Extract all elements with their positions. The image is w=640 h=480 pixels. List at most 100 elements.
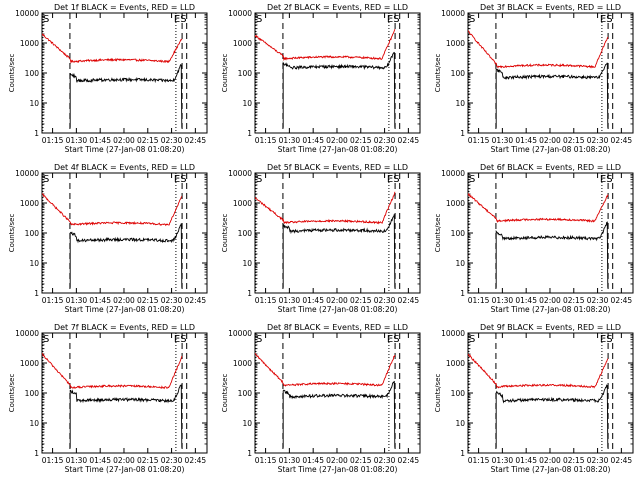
x-tick-label: 01:30 (66, 136, 88, 145)
start-marker: S (256, 174, 262, 185)
x-tick-label: 02:45 (398, 136, 420, 145)
y-tick-label: 1000 (446, 199, 465, 208)
y-axis-label: Counts/sec (434, 214, 442, 253)
y-axis-label: Counts/sec (434, 54, 442, 93)
x-axis-label: Start Time (27-Jan-08 01:08:20) (278, 465, 398, 474)
x-tick-label: 01:15 (255, 136, 277, 145)
x-tick-label: 02:15 (137, 456, 159, 465)
y-tick-label: 10000 (228, 9, 252, 18)
chart-title: Det 6f BLACK = Events, RED = LLD (480, 163, 621, 172)
y-tick-label: 10 (29, 419, 39, 428)
black-series-line (282, 380, 396, 448)
x-tick-label: 01:30 (492, 296, 514, 305)
y-tick-label: 1 (34, 449, 39, 458)
y-tick-label: 100 (25, 389, 40, 398)
black-series-line (282, 214, 396, 288)
black-series-line (282, 51, 396, 128)
y-tick-label: 10000 (441, 9, 465, 18)
y-tick-label: 1 (460, 449, 465, 458)
x-tick-label: 01:30 (492, 136, 514, 145)
y-tick-label: 1000 (233, 199, 252, 208)
x-tick-label: 01:30 (279, 136, 301, 145)
end-marker: ES (600, 174, 613, 185)
y-tick-label: 100 (238, 69, 253, 78)
y-tick-label: 1000 (20, 359, 39, 368)
y-tick-label: 10000 (441, 329, 465, 338)
y-axis-label: Counts/sec (8, 374, 16, 413)
x-tick-label: 02:00 (539, 136, 561, 145)
y-tick-label: 1 (460, 289, 465, 298)
chart-title: Det 2f BLACK = Events, RED = LLD (267, 3, 408, 12)
end-marker: ES (600, 334, 613, 345)
chart-panel: Det 5f BLACK = Events, RED = LLD 1 10 100 10… (221, 163, 421, 314)
x-axis-label: Start Time (27-Jan-08 01:08:20) (278, 145, 398, 154)
x-tick-label: 01:45 (515, 456, 537, 465)
y-tick-label: 100 (238, 229, 253, 238)
y-axis-label: Counts/sec (434, 374, 442, 413)
y-tick-label: 10 (455, 419, 465, 428)
end-marker: ES (174, 14, 187, 25)
x-tick-label: 01:15 (255, 296, 277, 305)
y-tick-label: 10000 (228, 169, 252, 178)
x-tick-label: 02:30 (374, 456, 396, 465)
start-marker: S (469, 334, 475, 345)
x-tick-label: 02:30 (587, 456, 609, 465)
x-tick-label: 02:30 (374, 296, 396, 305)
x-tick-label: 02:15 (563, 456, 585, 465)
black-series-line (495, 384, 609, 448)
y-tick-label: 1000 (20, 199, 39, 208)
red-series-line (255, 352, 396, 387)
chart-panel: Det 1f BLACK = Events, RED = LLD 1 10 100 10… (8, 3, 208, 154)
x-tick-label: 02:45 (185, 136, 207, 145)
x-axis-label: Start Time (27-Jan-08 01:08:20) (65, 465, 185, 474)
x-tick-label: 01:45 (302, 296, 324, 305)
x-tick-label: 01:30 (279, 296, 301, 305)
x-tick-label: 02:45 (611, 296, 633, 305)
chart-panel: Det 6f BLACK = Events, RED = LLD 1 10 100 10… (434, 163, 634, 314)
x-tick-label: 01:15 (255, 456, 277, 465)
red-series-line (468, 30, 609, 69)
y-tick-label: 10000 (228, 329, 252, 338)
y-axis-label: Counts/sec (221, 374, 229, 413)
x-tick-label: 01:15 (42, 136, 64, 145)
x-tick-label: 01:45 (302, 456, 324, 465)
y-axis-label: Counts/sec (8, 54, 16, 93)
start-marker: S (43, 174, 49, 185)
x-tick-label: 02:15 (137, 136, 159, 145)
x-tick-label: 02:00 (326, 456, 348, 465)
x-tick-label: 02:15 (350, 296, 372, 305)
start-marker: S (469, 174, 475, 185)
x-tick-label: 02:45 (398, 456, 420, 465)
x-tick-label: 01:45 (515, 296, 537, 305)
black-series-line (69, 64, 183, 128)
x-tick-label: 02:00 (539, 456, 561, 465)
end-marker: ES (174, 334, 187, 345)
y-tick-label: 10 (242, 419, 252, 428)
x-tick-label: 01:15 (468, 296, 490, 305)
x-tick-label: 02:30 (161, 296, 183, 305)
y-tick-label: 10000 (15, 329, 39, 338)
x-axis-label: Start Time (27-Jan-08 01:08:20) (491, 305, 611, 314)
black-series-line (69, 223, 183, 288)
y-tick-label: 100 (451, 69, 466, 78)
y-tick-label: 10 (29, 99, 39, 108)
y-tick-label: 1 (247, 449, 252, 458)
x-tick-label: 01:15 (468, 456, 490, 465)
red-series-line (468, 193, 609, 223)
chart-panel: Det 9f BLACK = Events, RED = LLD 1 10 100 10… (434, 323, 634, 474)
y-tick-label: 1 (247, 289, 252, 298)
y-tick-label: 100 (451, 389, 466, 398)
x-tick-label: 02:00 (113, 296, 135, 305)
x-axis-label: Start Time (27-Jan-08 01:08:20) (491, 145, 611, 154)
x-tick-label: 01:45 (515, 136, 537, 145)
chart-panel: Det 4f BLACK = Events, RED = LLD 1 10 100 10… (8, 163, 208, 314)
y-tick-label: 100 (238, 389, 253, 398)
red-series-line (468, 353, 609, 389)
x-tick-label: 01:15 (42, 296, 64, 305)
x-axis-label: Start Time (27-Jan-08 01:08:20) (278, 305, 398, 314)
chart-panel: Det 8f BLACK = Events, RED = LLD 1 10 100 10… (221, 323, 421, 474)
y-tick-label: 100 (25, 69, 40, 78)
y-axis-label: Counts/sec (221, 54, 229, 93)
x-tick-label: 02:15 (563, 296, 585, 305)
x-tick-label: 01:45 (89, 456, 111, 465)
